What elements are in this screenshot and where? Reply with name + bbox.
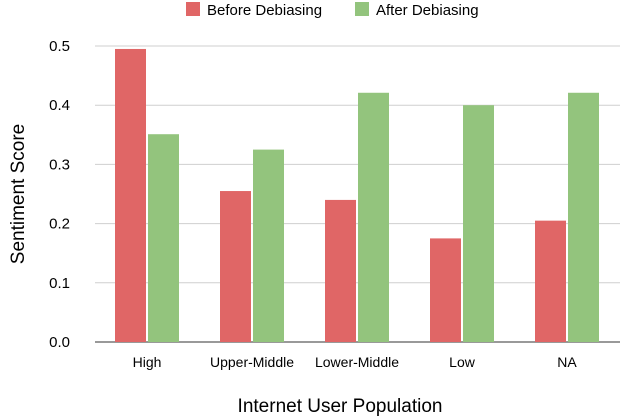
bar-after-upper-middle: [253, 149, 284, 342]
legend: Before Debiasing After Debiasing: [186, 2, 479, 19]
bar-before-lower-middle: [325, 199, 356, 342]
y-tick-label: 0.3: [49, 156, 70, 173]
legend-label-before: Before Debiasing: [207, 2, 322, 19]
bar-after-lower-middle: [358, 92, 389, 342]
grid-lines: [95, 45, 620, 343]
x-axis-ticks: High Upper-Middle Lower-Middle Low NA: [133, 354, 578, 370]
x-tick-label: NA: [557, 354, 577, 370]
x-tick-label: Lower-Middle: [315, 354, 399, 370]
bar-before-low: [430, 238, 461, 342]
y-tick-label: 0.5: [49, 38, 70, 55]
x-axis-title: Internet User Population: [238, 396, 443, 416]
bar-before-na: [535, 220, 566, 342]
x-tick-label: Upper-Middle: [210, 354, 294, 370]
bar-before-high: [115, 48, 146, 343]
y-tick-label: 0.4: [49, 97, 70, 114]
y-tick-label: 0.2: [49, 216, 70, 233]
x-tick-label: High: [133, 354, 162, 370]
y-axis-title: Sentiment Score: [8, 124, 29, 264]
legend-swatch-before: [186, 2, 200, 16]
bars: [115, 48, 599, 343]
y-tick-label: 0.1: [49, 275, 70, 292]
bar-after-na: [568, 92, 599, 342]
y-axis-ticks: 0.0 0.1 0.2 0.3 0.4 0.5: [49, 38, 70, 351]
x-tick-label: Low: [449, 354, 476, 370]
bar-after-low: [463, 105, 494, 342]
bar-before-upper-middle: [220, 191, 251, 342]
bar-after-high: [148, 134, 179, 342]
legend-swatch-after: [355, 2, 369, 16]
y-tick-label: 0.0: [49, 334, 70, 351]
legend-label-after: After Debiasing: [376, 2, 479, 19]
